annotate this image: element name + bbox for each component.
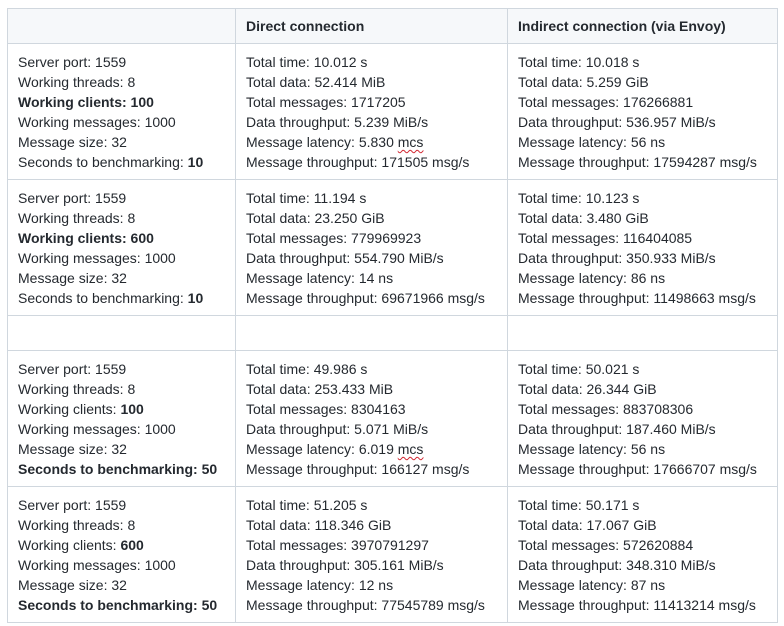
data-throughput: Data throughput: 536.957 MiB/s [518, 114, 716, 130]
direct-result-cell: Total time: 49.986 s Total data: 253.433… [235, 350, 508, 487]
seconds-line: Seconds to benchmarking: 10 [18, 290, 204, 306]
total-data: Total data: 5.259 GiB [518, 74, 649, 90]
message-latency: Message latency: 6.019 mcs [246, 441, 424, 457]
benchmark-table: Direct connection Indirect connection (v… [7, 8, 778, 623]
total-data: Total data: 3.480 GiB [518, 210, 649, 226]
data-throughput: Data throughput: 5.071 MiB/s [246, 421, 429, 437]
header-direct-connection: Direct connection [235, 8, 508, 44]
threads-line: Working threads: 8 [18, 517, 136, 533]
seconds-line: Seconds to benchmarking: 10 [18, 154, 204, 170]
benchmark-table-wrapper: Direct connection Indirect connection (v… [7, 8, 778, 623]
message-throughput: Message throughput: 69671966 msg/s [246, 290, 485, 306]
table-row: Server port: 1559 Working threads: 8 Wor… [7, 350, 778, 487]
message-throughput: Message throughput: 11498663 msg/s [518, 290, 756, 306]
data-throughput: Data throughput: 187.460 MiB/s [518, 421, 716, 437]
indirect-result-cell: Total time: 10.123 s Total data: 3.480 G… [507, 179, 778, 316]
direct-result-cell: Total time: 10.012 s Total data: 52.414 … [235, 43, 508, 180]
clients-line: Working clients: 100 [18, 401, 144, 417]
message-throughput: Message throughput: 171505 msg/s [246, 154, 470, 170]
message-throughput: Message throughput: 77545789 msg/s [246, 597, 485, 613]
config-cell: Server port: 1559 Working threads: 8 Wor… [7, 486, 236, 623]
total-time: Total time: 10.123 s [518, 190, 640, 206]
size-line: Message size: 32 [18, 270, 127, 286]
data-throughput: Data throughput: 350.933 MiB/s [518, 250, 716, 266]
total-time: Total time: 50.021 s [518, 361, 640, 377]
size-line: Message size: 32 [18, 441, 127, 457]
total-messages: Total messages: 116404085 [518, 230, 693, 246]
header-indirect-connection: Indirect connection (via Envoy) [507, 8, 778, 44]
config-cell: Server port: 1559 Working threads: 8 Wor… [7, 43, 236, 180]
messages-line: Working messages: 1000 [18, 114, 176, 130]
table-header-row: Direct connection Indirect connection (v… [7, 8, 778, 44]
message-latency: Message latency: 56 ns [518, 441, 666, 457]
total-time: Total time: 50.171 s [518, 497, 640, 513]
config-cell: Server port: 1559 Working threads: 8 Wor… [7, 350, 236, 487]
header-config [7, 8, 236, 44]
server-port-line: Server port: 1559 [18, 190, 127, 206]
table-row: Server port: 1559 Working threads: 8 Wor… [7, 43, 778, 180]
empty-cell [235, 315, 508, 351]
messages-line: Working messages: 1000 [18, 250, 176, 266]
message-latency: Message latency: 5.830 mcs [246, 134, 424, 150]
messages-line: Working messages: 1000 [18, 557, 176, 573]
data-throughput: Data throughput: 554.790 MiB/s [246, 250, 444, 266]
message-throughput: Message throughput: 166127 msg/s [246, 461, 470, 477]
direct-result-cell: Total time: 11.194 s Total data: 23.250 … [235, 179, 508, 316]
table-row: Server port: 1559 Working threads: 8 Wor… [7, 179, 778, 316]
direct-result-cell: Total time: 51.205 s Total data: 118.346… [235, 486, 508, 623]
message-latency: Message latency: 56 ns [518, 134, 666, 150]
total-time: Total time: 51.205 s [246, 497, 368, 513]
total-time: Total time: 10.012 s [246, 54, 368, 70]
total-data: Total data: 23.250 GiB [246, 210, 385, 226]
empty-row [7, 315, 778, 351]
data-throughput: Data throughput: 348.310 MiB/s [518, 557, 716, 573]
threads-line: Working threads: 8 [18, 210, 136, 226]
total-time: Total time: 11.194 s [246, 190, 367, 206]
indirect-result-cell: Total time: 50.171 s Total data: 17.067 … [507, 486, 778, 623]
size-line: Message size: 32 [18, 134, 127, 150]
total-messages: Total messages: 883708306 [518, 401, 694, 417]
empty-cell [507, 315, 778, 351]
total-messages: Total messages: 3970791297 [246, 537, 429, 553]
server-port-line: Server port: 1559 [18, 54, 127, 70]
indirect-result-cell: Total time: 10.018 s Total data: 5.259 G… [507, 43, 778, 180]
message-throughput: Message throughput: 11413214 msg/s [518, 597, 756, 613]
threads-line: Working threads: 8 [18, 74, 136, 90]
message-latency: Message latency: 14 ns [246, 270, 394, 286]
message-latency: Message latency: 86 ns [518, 270, 666, 286]
indirect-result-cell: Total time: 50.021 s Total data: 26.344 … [507, 350, 778, 487]
messages-line: Working messages: 1000 [18, 421, 176, 437]
message-latency: Message latency: 12 ns [246, 577, 394, 593]
message-latency: Message latency: 87 ns [518, 577, 666, 593]
total-time: Total time: 10.018 s [518, 54, 640, 70]
seconds-line: Seconds to benchmarking: 50 [18, 461, 218, 477]
server-port-line: Server port: 1559 [18, 497, 127, 513]
size-line: Message size: 32 [18, 577, 127, 593]
total-messages: Total messages: 779969923 [246, 230, 422, 246]
message-throughput: Message throughput: 17594287 msg/s [518, 154, 757, 170]
table-row: Server port: 1559 Working threads: 8 Wor… [7, 486, 778, 623]
data-throughput: Data throughput: 5.239 MiB/s [246, 114, 429, 130]
total-data: Total data: 17.067 GiB [518, 517, 657, 533]
message-throughput: Message throughput: 17666707 msg/s [518, 461, 757, 477]
total-data: Total data: 26.344 GiB [518, 381, 657, 397]
total-data: Total data: 118.346 GiB [246, 517, 392, 533]
threads-line: Working threads: 8 [18, 381, 136, 397]
total-data: Total data: 253.433 MiB [246, 381, 394, 397]
seconds-line: Seconds to benchmarking: 50 [18, 597, 218, 613]
config-cell: Server port: 1559 Working threads: 8 Wor… [7, 179, 236, 316]
total-messages: Total messages: 572620884 [518, 537, 694, 553]
total-messages: Total messages: 176266881 [518, 94, 694, 110]
clients-line: Working clients: 600 [18, 230, 154, 246]
empty-cell [7, 315, 236, 351]
clients-line: Working clients: 600 [18, 537, 144, 553]
total-messages: Total messages: 1717205 [246, 94, 406, 110]
clients-line: Working clients: 100 [18, 94, 154, 110]
data-throughput: Data throughput: 305.161 MiB/s [246, 557, 444, 573]
total-data: Total data: 52.414 MiB [246, 74, 386, 90]
total-messages: Total messages: 8304163 [246, 401, 406, 417]
total-time: Total time: 49.986 s [246, 361, 368, 377]
server-port-line: Server port: 1559 [18, 361, 127, 377]
